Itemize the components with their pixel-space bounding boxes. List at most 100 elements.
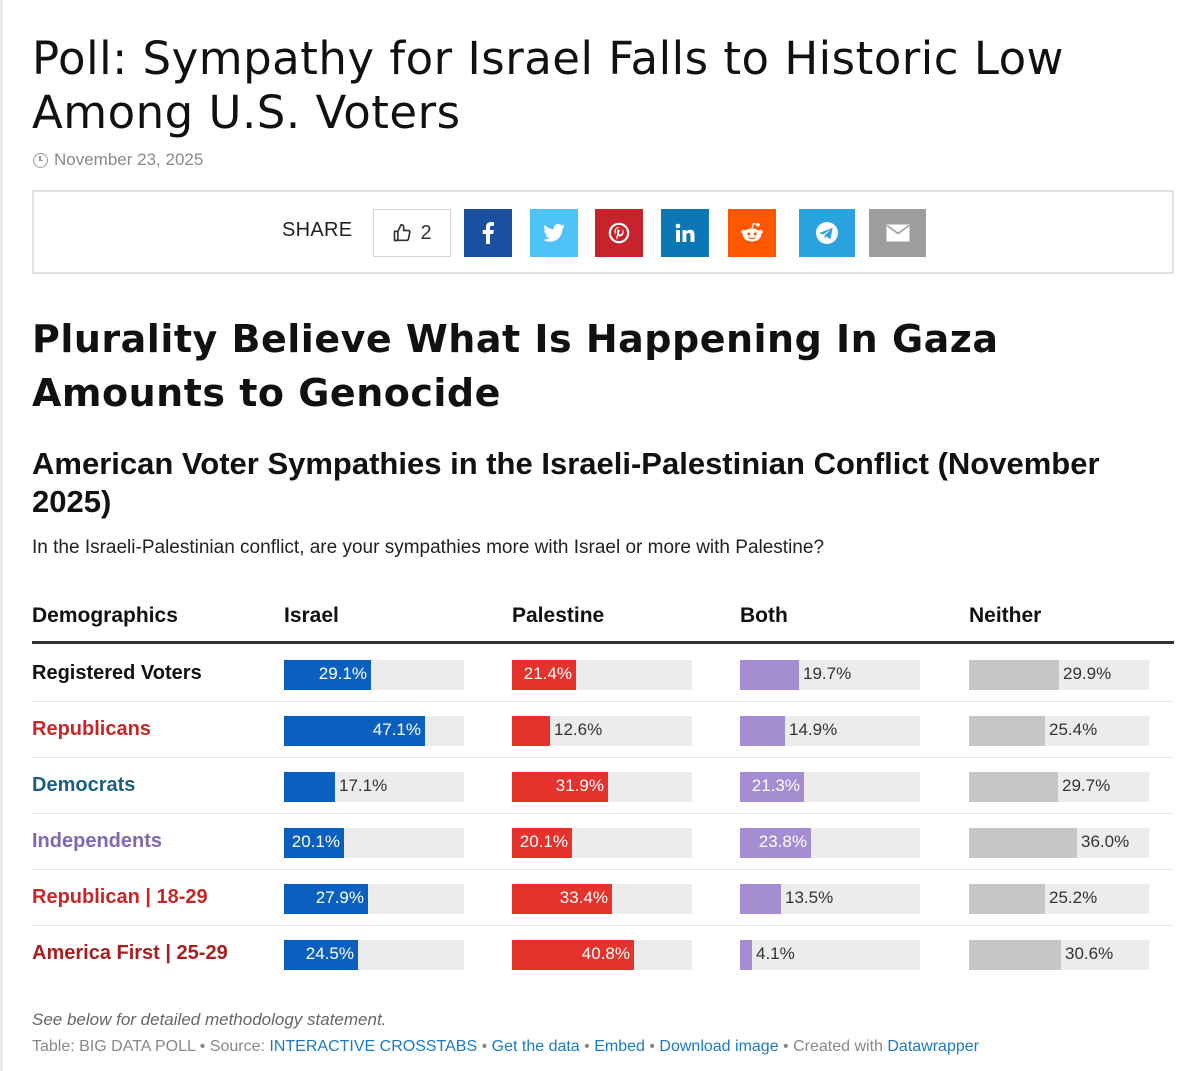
table-footer: Table: BIG DATA POLL • Source: INTERACTI…: [32, 1038, 979, 1056]
like-button[interactable]: 2: [373, 209, 451, 257]
bar-track-neither: 29.9%: [969, 660, 1149, 690]
bar-value-label: 29.9%: [1063, 664, 1112, 683]
row-label: Republicans: [32, 718, 151, 740]
bar-value-label: 23.8%: [758, 832, 807, 851]
bar-israel: [284, 884, 368, 914]
publish-date: November 23, 2025: [33, 150, 203, 170]
linkedin-share-button[interactable]: [661, 209, 709, 257]
reddit-icon: [741, 222, 763, 242]
source-link[interactable]: INTERACTIVE CROSSTABS: [269, 1038, 478, 1055]
bar-track-neither: 36.0%: [969, 828, 1149, 858]
get-data-link[interactable]: Get the data: [491, 1038, 580, 1055]
bar-track-israel: 27.9%: [284, 884, 464, 914]
table-row: Independents 20.1% 20.1% 23.8% 36.0%: [32, 814, 1174, 870]
linkedin-icon: [675, 223, 695, 242]
bar-value-label: 17.1%: [339, 776, 388, 795]
bar-neither: [969, 660, 1059, 690]
bar-israel: [284, 660, 371, 690]
bar-track-palestine: 33.4%: [512, 884, 692, 914]
bar-value-label: 12.6%: [554, 720, 603, 739]
footer-separator: •: [477, 1038, 492, 1055]
bar-track-israel: 17.1%: [284, 772, 464, 802]
share-label: SHARE: [282, 219, 353, 241]
bar-track-both: 14.9%: [740, 716, 920, 746]
bar-value-label: 25.2%: [1049, 888, 1098, 907]
bar-track-neither: 29.7%: [969, 772, 1149, 802]
footer-separator: •: [579, 1038, 595, 1055]
bar-value-label: 31.9%: [555, 776, 604, 795]
bar-track-israel: 29.1%: [284, 660, 464, 690]
bar-value-label: 20.1%: [519, 832, 568, 851]
bar-track-palestine: 20.1%: [512, 828, 692, 858]
bar-neither: [969, 940, 1061, 970]
bar-track-palestine: 40.8%: [512, 940, 692, 970]
bar-value-label: 21.4%: [523, 664, 572, 683]
bar-palestine: [512, 772, 608, 802]
bar-value-label: 29.7%: [1062, 776, 1111, 795]
bar-track-israel: 20.1%: [284, 828, 464, 858]
thumbs-up-icon: [394, 223, 412, 242]
bar-track-both: 21.3%: [740, 772, 920, 802]
footer-separator: •: [644, 1038, 660, 1055]
bar-track-palestine: 31.9%: [512, 772, 692, 802]
bar-value-label: 29.1%: [318, 664, 367, 683]
article-subheadline: Plurality Believe What Is Happening In G…: [32, 317, 999, 415]
clock-icon: [33, 152, 48, 168]
bar-both: [740, 940, 752, 970]
bar-value-label: 19.7%: [803, 664, 852, 683]
footer-created-with: • Created with: [778, 1038, 888, 1055]
bar-israel: [284, 716, 425, 746]
bar-track-palestine: 12.6%: [512, 716, 692, 746]
table-row: America First | 25-29 24.5% 40.8% 4.1% 30.6%: [32, 926, 1174, 982]
bar-value-label: 40.8%: [581, 944, 630, 963]
row-label: America First | 25-29: [32, 942, 228, 964]
bar-value-label: 47.1%: [372, 720, 421, 739]
pinterest-icon: [608, 222, 630, 244]
table-row: Registered Voters 29.1% 21.4% 19.7% 29.9%: [32, 646, 1174, 702]
share-bar: SHARE 2: [32, 190, 1174, 274]
publish-date-text: November 23, 2025: [54, 150, 204, 169]
bar-track-israel: 47.1%: [284, 716, 464, 746]
bar-both: [740, 828, 811, 858]
pinterest-share-button[interactable]: [595, 209, 643, 257]
bar-palestine: [512, 716, 550, 746]
datawrapper-link[interactable]: Datawrapper: [887, 1038, 979, 1055]
bar-neither: [969, 884, 1045, 914]
bar-track-neither: 25.4%: [969, 716, 1149, 746]
bar-value-label: 25.4%: [1049, 720, 1098, 739]
bar-palestine: [512, 828, 572, 858]
download-image-link[interactable]: Download image: [659, 1038, 779, 1055]
table-row: Republican | 18-29 27.9% 33.4% 13.5% 25.2%: [32, 870, 1174, 926]
bar-track-neither: 25.2%: [969, 884, 1149, 914]
bar-track-both: 4.1%: [740, 940, 920, 970]
bar-track-both: 19.7%: [740, 660, 920, 690]
bar-value-label: 21.3%: [751, 776, 800, 795]
bar-value-label: 36.0%: [1081, 832, 1130, 851]
bar-neither: [969, 716, 1045, 746]
telegram-share-button[interactable]: [799, 209, 855, 257]
column-header-both: Both: [740, 604, 788, 627]
bar-neither: [969, 828, 1077, 858]
column-header-palestine: Palestine: [512, 604, 605, 627]
footer-credit: Table: BIG DATA POLL • Source:: [32, 1038, 270, 1055]
embed-link[interactable]: Embed: [594, 1038, 645, 1055]
column-header-israel: Israel: [284, 604, 339, 627]
like-count: 2: [420, 221, 432, 244]
bar-value-label: 13.5%: [785, 888, 834, 907]
email-share-button[interactable]: [869, 209, 926, 257]
table-row: Republicans 47.1% 12.6% 14.9% 25.4%: [32, 702, 1174, 758]
reddit-share-button[interactable]: [728, 209, 776, 257]
facebook-share-button[interactable]: [464, 209, 512, 257]
bar-palestine: [512, 884, 612, 914]
bar-palestine: [512, 940, 634, 970]
table-row: Democrats 17.1% 31.9% 21.3% 29.7%: [32, 758, 1174, 814]
bar-both: [740, 772, 804, 802]
column-header-neither: Neither: [969, 604, 1042, 627]
twitter-share-button[interactable]: [530, 209, 578, 257]
bar-track-both: 13.5%: [740, 884, 920, 914]
bar-track-neither: 30.6%: [969, 940, 1149, 970]
bar-both: [740, 716, 785, 746]
column-header-demographics: Demographics: [32, 604, 178, 627]
bar-israel: [284, 940, 358, 970]
telegram-icon: [816, 222, 838, 244]
